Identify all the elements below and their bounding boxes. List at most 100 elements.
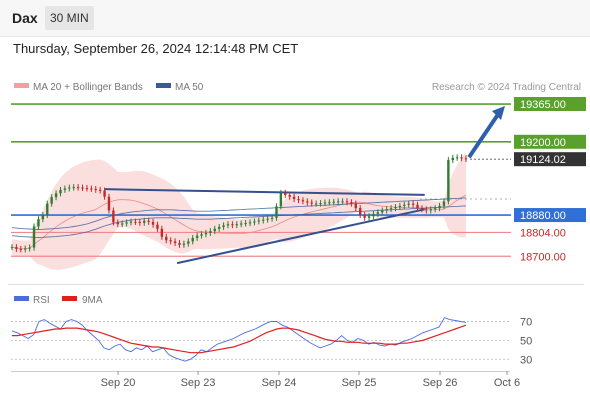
x-tick-label: Oct 6 — [494, 377, 520, 389]
candle-body — [416, 204, 419, 209]
candle-body — [257, 220, 261, 222]
candle-body — [222, 225, 225, 227]
candle-body — [350, 202, 353, 204]
candle-body — [438, 205, 441, 209]
candle-body — [81, 187, 84, 189]
level-label: 19124.02 — [520, 154, 566, 166]
candle-body — [447, 160, 450, 202]
ma9-legend-label: 9MA — [82, 295, 103, 306]
candle-body — [94, 188, 97, 190]
ma20-line — [11, 194, 467, 249]
x-tick-label: Sep 25 — [342, 377, 377, 389]
candle-body — [19, 248, 23, 250]
projection-arrow — [467, 106, 505, 159]
bollinger-legend-label: MA 20 + Bollinger Bands — [33, 82, 143, 93]
candle-body — [112, 210, 115, 223]
candle-body — [169, 240, 172, 242]
trendline — [176, 208, 425, 265]
candle-body — [240, 223, 243, 225]
level-lines — [11, 103, 511, 257]
candle-body — [182, 243, 186, 245]
candle-body — [376, 212, 380, 214]
ma50-lines — [11, 197, 467, 238]
candle-body — [319, 203, 322, 205]
candle-body — [253, 221, 256, 223]
candle-body — [76, 187, 80, 189]
candle-body — [345, 201, 349, 203]
candle-body — [187, 241, 190, 244]
candle-body — [284, 192, 287, 195]
candle-body — [68, 187, 71, 189]
candle-body — [160, 228, 164, 237]
level-label: 19200.00 — [520, 137, 566, 149]
candle-body — [24, 248, 27, 250]
candle-body — [120, 223, 124, 225]
candle-body — [248, 222, 252, 224]
candle-body — [297, 199, 300, 201]
level-label: 18804.00 — [520, 227, 566, 239]
candle-body — [213, 228, 216, 232]
candle-body — [394, 207, 397, 209]
candle-body — [178, 242, 181, 245]
candle-body — [332, 201, 335, 203]
candle-body — [147, 220, 150, 222]
x-tick-label: Sep 23 — [181, 377, 216, 389]
candle-body — [63, 188, 67, 190]
candle-body — [98, 189, 102, 191]
candle-body — [442, 201, 446, 206]
candle-body — [15, 247, 18, 249]
candle-body — [125, 222, 128, 224]
candle-body — [420, 208, 424, 210]
candle-body — [204, 232, 208, 235]
symbol-label: Dax — [12, 10, 38, 26]
candle-body — [460, 157, 463, 159]
candle-body — [134, 221, 137, 223]
level-tags: 19365.00 19200.00 19124.02 18880.00 18804.00… — [514, 97, 586, 263]
candle-body — [244, 223, 247, 225]
rsi-legend-swatch — [14, 296, 29, 301]
candle-body — [235, 224, 238, 226]
candle-body — [328, 202, 331, 204]
candle-body — [279, 192, 283, 207]
level-label: 18700.00 — [520, 251, 566, 263]
ma9-line — [12, 324, 467, 354]
x-axis: Sep 20 Sep 23 Sep 24 Sep 25 Sep 26 Oct 6 — [101, 371, 520, 389]
candle-body — [195, 235, 199, 238]
candle-body — [455, 157, 459, 159]
x-tick-label: Sep 26 — [423, 377, 458, 389]
x-tick-label: Sep 24 — [262, 377, 297, 389]
candle-body — [54, 193, 58, 198]
candle-body — [336, 201, 340, 203]
candle-body — [59, 189, 62, 194]
timeframe-button[interactable]: 30 MIN — [45, 6, 94, 30]
candle-body — [359, 208, 362, 216]
candle-body — [372, 213, 375, 217]
candle-body — [354, 203, 358, 209]
candle-body — [50, 197, 53, 204]
candle-body — [103, 190, 106, 197]
candle-body — [209, 231, 212, 233]
candle-body — [116, 222, 119, 225]
bollinger-band-fill — [12, 152, 466, 270]
candle-body — [231, 224, 234, 226]
candle-body — [292, 196, 296, 200]
resistance-tag — [514, 97, 586, 112]
candle-body — [433, 208, 437, 210]
candle-body — [398, 205, 402, 208]
candle-body — [288, 194, 291, 197]
candle-body — [173, 241, 177, 243]
candle-body — [156, 224, 159, 229]
candle-body — [90, 188, 93, 190]
level-label: 19365.00 — [520, 99, 566, 111]
candle-body — [37, 219, 40, 227]
candle-body — [266, 218, 269, 220]
candle-body — [425, 209, 428, 211]
ma50-line — [11, 205, 467, 238]
candle-body — [32, 226, 36, 248]
candle-body — [143, 220, 146, 223]
candle-body — [310, 202, 313, 204]
candle-body — [367, 216, 371, 218]
candle-body — [151, 221, 155, 225]
candle-body — [41, 215, 45, 220]
